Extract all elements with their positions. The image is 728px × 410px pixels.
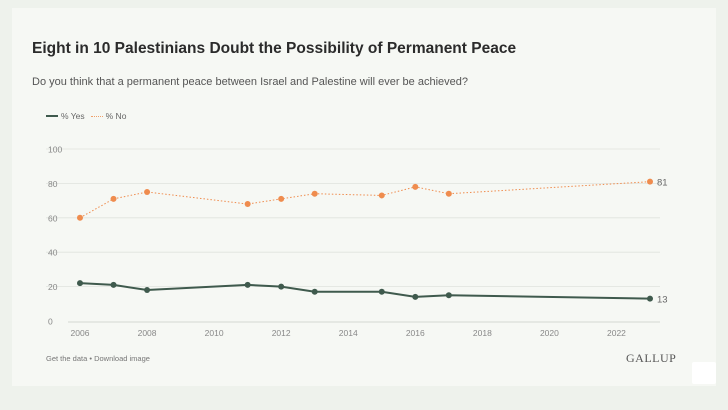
data-point [445,292,452,299]
x-tick-label: 2006 [71,328,90,338]
chart-subtitle: Do you think that a permanent peace betw… [32,76,468,88]
data-point [144,287,151,294]
data-point [77,214,83,221]
corner-badge-icon [692,362,716,384]
x-tick-label: 2016 [406,328,425,338]
data-point [278,195,285,202]
chart-legend: % Yes % No [46,111,126,121]
x-tick-label: 2022 [607,328,626,338]
legend-swatch-no [90,115,103,117]
x-tick-label: 2014 [339,328,358,338]
data-point [77,280,83,287]
y-tick-label: 60 [48,213,58,223]
data-point [412,183,419,190]
data-point [647,178,653,185]
end-value-label: 81 [657,178,668,189]
data-point [311,190,318,197]
legend-label-no: % No [105,111,127,121]
legend-item-no: % No [90,111,127,121]
data-point [110,281,117,288]
legend-item-yes: % Yes [46,111,85,121]
data-point [244,281,251,288]
series-line [79,181,651,219]
data-point [412,293,419,300]
data-point [445,190,452,197]
x-tick-label: 2010 [205,328,224,338]
y-tick-label: 100 [48,145,62,155]
chart-card [12,8,716,386]
legend-swatch-yes [46,115,58,117]
data-point [144,189,151,195]
data-point [311,288,318,295]
end-value-label: 13 [657,295,668,306]
data-point [278,283,285,290]
data-point [647,295,653,302]
gallup-logo: GALLUP [626,351,677,365]
footer-links[interactable]: Get the data • Download image [46,354,150,363]
x-tick-label: 2020 [540,328,559,338]
data-point [110,195,117,202]
y-tick-label: 40 [48,248,58,258]
data-point [378,192,385,199]
x-tick-label: 2012 [272,328,291,338]
data-point [244,201,251,208]
chart-title: Eight in 10 Palestinians Doubt the Possi… [32,40,517,57]
legend-label-yes: % Yes [61,111,85,121]
data-point [378,288,385,295]
x-tick-label: 2018 [473,328,492,338]
y-tick-label: 20 [48,282,58,292]
y-tick-label: 0 [48,317,53,327]
series-line [79,282,651,300]
y-tick-label: 80 [48,179,58,189]
x-tick-label: 2008 [138,328,157,338]
